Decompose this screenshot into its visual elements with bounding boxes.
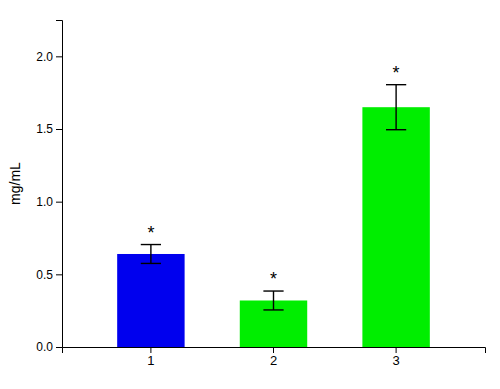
y-axis-title: mg/mL xyxy=(7,162,23,205)
x-tick-label: 3 xyxy=(392,353,399,368)
error-bar-cap xyxy=(263,309,283,310)
annotations: * * * xyxy=(147,63,399,289)
y-tick-label: 1.5 xyxy=(36,122,53,136)
x-axis-line xyxy=(63,348,486,354)
y-tick-label: 2.0 xyxy=(36,50,53,64)
y-tick-mark xyxy=(56,56,62,57)
annotation: * xyxy=(147,223,154,243)
x-tick-label: 2 xyxy=(270,353,277,368)
plot: 0.0 0.5 1.0 1.5 2.0 1 2 3 * * * xyxy=(36,21,485,369)
x-tick: 2 xyxy=(270,347,277,368)
error-bar-stem xyxy=(150,245,151,264)
y-axis-line xyxy=(56,21,63,348)
error-bar xyxy=(263,291,283,310)
error-bar-stem xyxy=(395,85,396,130)
y-tick-label: 0.5 xyxy=(36,268,53,282)
y-tick-mark xyxy=(56,129,62,130)
bar xyxy=(117,254,184,347)
y-tick: 1.0 xyxy=(36,195,62,209)
y-axis: 0.0 0.5 1.0 1.5 2.0 xyxy=(36,21,62,355)
error-bar-cap xyxy=(141,244,161,245)
x-axis: 1 2 3 xyxy=(63,347,486,368)
y-tick: 0.5 xyxy=(36,268,62,282)
y-tick: 0.0 xyxy=(36,340,62,354)
x-tick-mark xyxy=(273,347,274,353)
marks xyxy=(117,85,430,347)
y-tick-label: 1.0 xyxy=(36,195,53,209)
y-tick-mark xyxy=(56,274,62,275)
chart-container: 0.0 0.5 1.0 1.5 2.0 1 2 3 * * * mg/mL xyxy=(0,0,500,389)
error-bar xyxy=(386,85,406,130)
annotation: * xyxy=(393,63,400,83)
error-bar-cap xyxy=(263,290,283,291)
y-tick-mark xyxy=(56,202,62,203)
annotation: * xyxy=(270,269,277,289)
x-tick-mark xyxy=(396,347,397,353)
error-bar-cap xyxy=(141,263,161,264)
x-tick-mark xyxy=(150,347,151,353)
x-tick-label: 1 xyxy=(147,353,154,368)
error-bar-cap xyxy=(386,129,406,130)
x-tick: 3 xyxy=(392,347,399,368)
y-tick: 2.0 xyxy=(36,50,62,64)
y-tick-label: 0.0 xyxy=(36,340,53,354)
x-tick: 1 xyxy=(147,347,154,368)
error-bar-cap xyxy=(386,84,406,85)
chart: 0.0 0.5 1.0 1.5 2.0 1 2 3 * * * mg/mL xyxy=(0,0,500,389)
bar xyxy=(362,107,429,347)
y-tick-mark xyxy=(56,347,62,348)
error-bar xyxy=(141,245,161,264)
error-bar-stem xyxy=(273,291,274,310)
y-tick: 1.5 xyxy=(36,122,62,136)
